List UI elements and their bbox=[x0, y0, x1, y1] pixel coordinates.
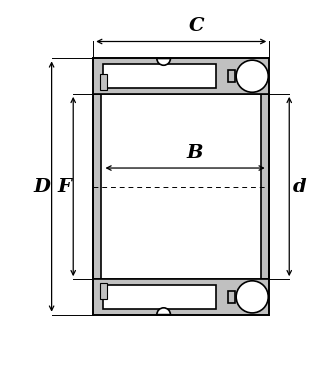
Text: C: C bbox=[189, 17, 204, 35]
Bar bbox=[261, 94, 269, 279]
Circle shape bbox=[236, 60, 268, 92]
Bar bbox=[93, 58, 269, 94]
Bar bbox=[100, 283, 107, 299]
Bar bbox=[103, 285, 216, 309]
Bar bbox=[93, 279, 269, 314]
Bar bbox=[93, 94, 269, 279]
Text: D: D bbox=[33, 178, 50, 195]
Text: B: B bbox=[186, 144, 203, 162]
Bar bbox=[93, 94, 101, 279]
Wedge shape bbox=[157, 308, 171, 314]
Wedge shape bbox=[157, 58, 171, 65]
Text: d: d bbox=[292, 178, 306, 195]
Bar bbox=[228, 70, 235, 82]
Text: F: F bbox=[58, 178, 72, 195]
Bar bbox=[228, 291, 235, 303]
Bar bbox=[103, 64, 216, 88]
Circle shape bbox=[236, 281, 268, 313]
Bar bbox=[100, 74, 107, 90]
